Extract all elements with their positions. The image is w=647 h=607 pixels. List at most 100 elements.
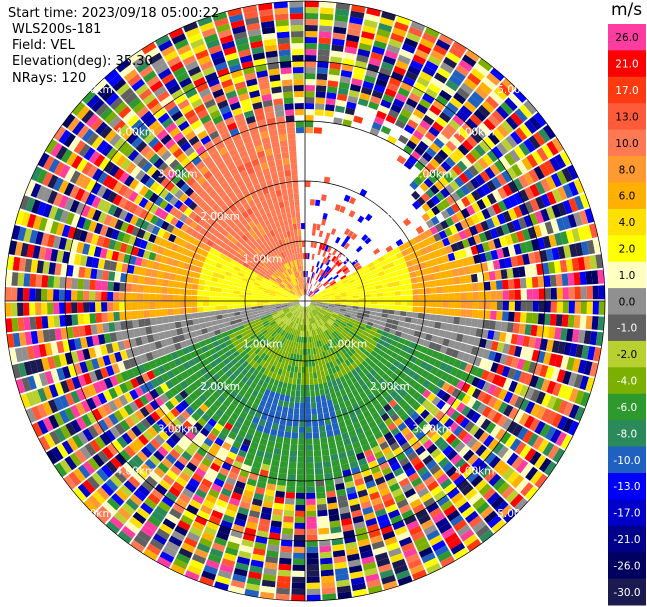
velocity-gate <box>435 191 446 202</box>
velocity-gate <box>589 362 599 377</box>
velocity-gate <box>445 217 455 227</box>
velocity-gate <box>465 118 478 131</box>
velocity-gate <box>318 340 323 347</box>
velocity-gate <box>376 288 383 293</box>
velocity-gate <box>342 58 355 66</box>
velocity-gate <box>390 340 399 347</box>
velocity-gate <box>461 238 471 249</box>
velocity-gate <box>324 350 330 357</box>
velocity-gate <box>194 467 206 478</box>
velocity-gate <box>352 306 359 310</box>
velocity-gate <box>200 504 213 515</box>
velocity-gate <box>201 531 215 542</box>
velocity-gate <box>359 391 368 400</box>
velocity-gate <box>314 341 318 348</box>
velocity-gate <box>239 301 246 305</box>
velocity-gate <box>318 419 325 427</box>
velocity-gate <box>405 467 417 477</box>
velocity-gate <box>396 472 407 483</box>
velocity-gate <box>162 518 176 530</box>
velocity-gate <box>303 306 305 313</box>
velocity-gate <box>501 449 514 463</box>
velocity-gate <box>137 275 145 285</box>
velocity-gate <box>305 25 318 32</box>
velocity-gate <box>170 563 186 576</box>
velocity-gate <box>382 301 389 305</box>
velocity-gate <box>301 378 305 385</box>
velocity-gate <box>339 205 346 214</box>
velocity-gate <box>287 474 296 481</box>
velocity-gate <box>484 452 497 465</box>
velocity-gate <box>492 477 506 491</box>
velocity-gate <box>168 273 176 281</box>
velocity-gate <box>331 323 338 329</box>
velocity-gate <box>241 539 254 548</box>
velocity-gate <box>519 384 530 398</box>
velocity-gate <box>338 356 345 364</box>
velocity-gate <box>278 349 283 356</box>
velocity-gate <box>381 61 394 71</box>
velocity-gate <box>426 327 435 335</box>
velocity-gate <box>358 346 366 353</box>
velocity-gate <box>322 301 329 304</box>
velocity-gate <box>35 316 43 330</box>
velocity-gate <box>144 318 151 327</box>
velocity-gate <box>453 519 468 532</box>
velocity-gate <box>450 203 461 214</box>
velocity-gate <box>292 341 297 348</box>
velocity-gate <box>348 410 357 419</box>
velocity-gate <box>504 234 514 246</box>
velocity-gate <box>436 379 446 389</box>
velocity-gate <box>418 294 425 301</box>
velocity-gate <box>339 308 347 312</box>
velocity-gate <box>440 371 450 382</box>
velocity-gate <box>460 301 467 309</box>
velocity-gate <box>451 377 460 388</box>
velocity-gate <box>342 394 349 402</box>
velocity-gate <box>413 176 424 186</box>
velocity-gate <box>209 301 216 306</box>
velocity-gate <box>303 307 305 313</box>
velocity-gate <box>536 263 544 276</box>
velocity-gate <box>413 263 421 271</box>
velocity-gate <box>155 286 162 294</box>
velocity-gate <box>386 277 393 283</box>
velocity-gate <box>529 470 543 485</box>
velocity-gate <box>220 487 232 498</box>
velocity-gate <box>371 46 385 56</box>
velocity-gate <box>152 533 167 546</box>
velocity-gate <box>407 369 416 378</box>
velocity-gate <box>369 440 379 449</box>
velocity-gate <box>221 292 228 297</box>
velocity-gate <box>574 286 581 300</box>
velocity-gate <box>275 341 281 348</box>
velocity-gate <box>472 520 487 533</box>
velocity-gate <box>366 275 374 281</box>
velocity-gate <box>306 516 317 523</box>
velocity-gate <box>377 481 388 491</box>
velocity-gate <box>481 208 491 220</box>
velocity-gate <box>463 326 471 335</box>
velocity-gate <box>305 1 319 8</box>
velocity-gate <box>409 323 417 330</box>
velocity-gate <box>310 295 316 299</box>
velocity-gate <box>320 563 334 571</box>
velocity-gate <box>286 480 296 487</box>
velocity-gate <box>560 355 570 370</box>
velocity-gate <box>423 497 436 509</box>
velocity-gate <box>209 286 216 292</box>
velocity-gate <box>408 472 420 483</box>
velocity-gate <box>506 322 514 333</box>
velocity-gate <box>433 359 442 369</box>
velocity-gate <box>235 435 244 444</box>
velocity-gate <box>396 269 404 276</box>
velocity-gate <box>356 315 363 320</box>
velocity-gate <box>240 443 250 453</box>
velocity-gate <box>369 491 381 501</box>
velocity-gate <box>311 265 315 272</box>
velocity-gate <box>215 498 228 509</box>
velocity-gate <box>461 506 475 519</box>
velocity-gate <box>287 413 294 421</box>
velocity-gate <box>284 504 295 511</box>
velocity-gate <box>312 309 317 315</box>
